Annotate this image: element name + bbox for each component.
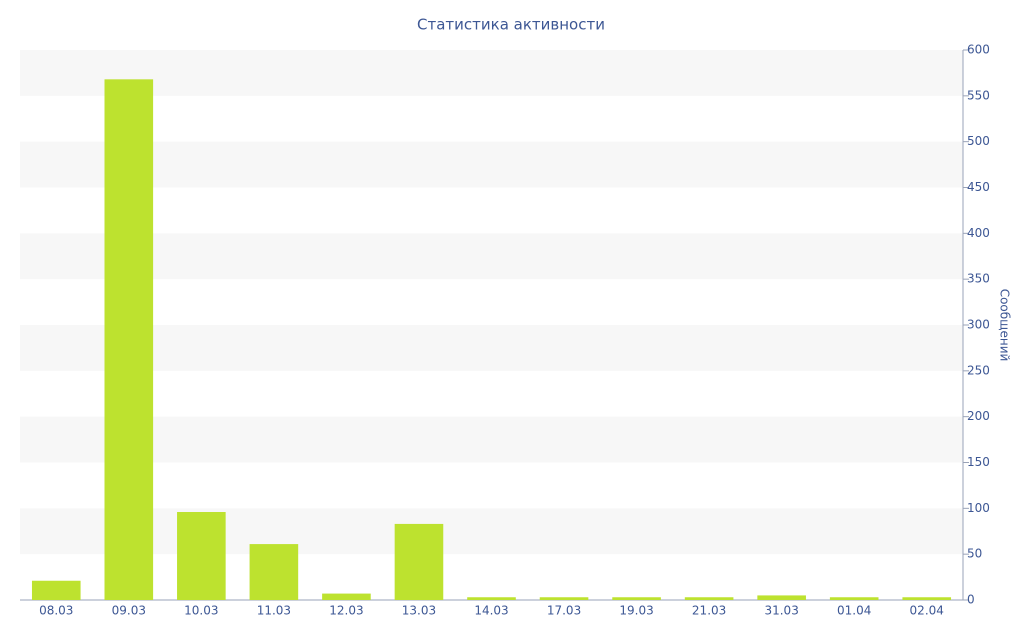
x-tick-label: 11.03: [257, 604, 291, 618]
y-tick-label: 250: [967, 363, 990, 377]
bar: [757, 595, 806, 600]
x-tick-label: 31.03: [764, 604, 798, 618]
y-tick-label: 350: [967, 272, 990, 286]
y-tick-label: 550: [967, 88, 990, 102]
y-tick-label: 200: [967, 409, 990, 423]
grid-band: [20, 141, 963, 188]
y-tick-label: 600: [967, 43, 990, 57]
bar: [612, 597, 661, 600]
bar: [539, 597, 589, 600]
y-tick-label: 100: [967, 501, 990, 515]
y-tick-label: 150: [967, 455, 990, 469]
x-tick-label: 17.03: [547, 604, 581, 618]
bar: [177, 512, 226, 600]
bar: [829, 597, 879, 600]
grid-band: [20, 508, 963, 555]
x-tick-label: 01.04: [837, 604, 871, 618]
x-tick-label: 08.03: [39, 604, 73, 618]
y-tick-label: 450: [967, 180, 990, 194]
y-tick-label: 400: [967, 226, 990, 240]
bar: [322, 593, 371, 600]
grid-band: [20, 233, 963, 280]
y-tick-label: 50: [967, 547, 982, 561]
x-tick-label: 12.03: [329, 604, 363, 618]
x-tick-label: 10.03: [184, 604, 218, 618]
bar: [394, 523, 444, 600]
grid-band: [20, 50, 963, 96]
x-tick-label: 21.03: [692, 604, 726, 618]
grid-band: [20, 325, 963, 371]
bar: [684, 597, 734, 600]
bar: [249, 544, 299, 600]
y-tick-label: 0: [967, 593, 975, 607]
bar: [104, 79, 154, 601]
grid-band: [20, 416, 963, 463]
chart-title: Статистика активности: [417, 16, 605, 34]
bar: [467, 597, 516, 600]
x-tick-label: 09.03: [112, 604, 146, 618]
x-tick-label: 14.03: [474, 604, 508, 618]
y-tick-label: 500: [967, 134, 990, 148]
bar: [902, 597, 952, 600]
bar: [31, 580, 81, 600]
x-tick-label: 19.03: [619, 604, 653, 618]
y-axis-label: Сообщений: [998, 289, 1012, 362]
x-tick-label: 02.04: [910, 604, 944, 618]
x-tick-label: 13.03: [402, 604, 436, 618]
y-tick-label: 300: [967, 318, 990, 332]
